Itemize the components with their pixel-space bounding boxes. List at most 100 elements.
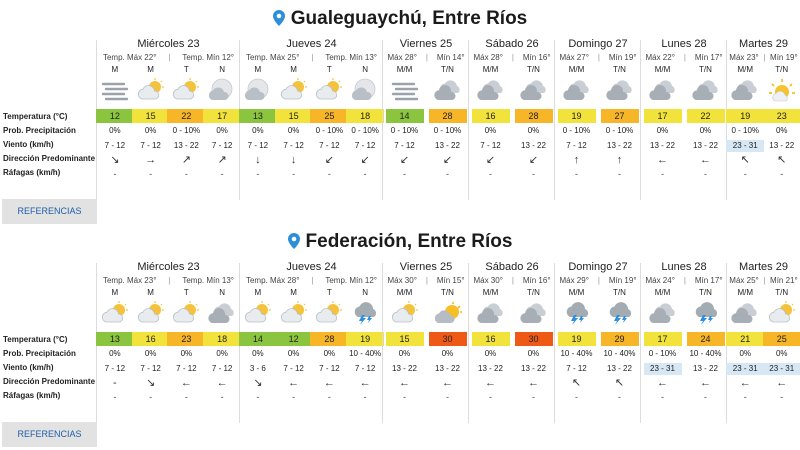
wind-cell: 7 - 12 [283,141,304,150]
min-temp: Temp. Mín 12° [182,53,234,62]
precipitation-cell: 0% [144,349,157,358]
arrow-left-icon: ← [399,377,410,389]
wind-cell: 13 - 22 [521,141,546,150]
max-min-separator: | [311,53,314,62]
day-max-min: Temp. Máx 23° | Temp. Mín 13° [97,276,240,285]
max-temp: Máx 23° [729,53,759,62]
arrow-left-icon: ← [359,377,371,389]
precipitation-cell: 0% [739,349,752,358]
temperature-cell: 18 [203,332,242,346]
references-button[interactable]: REFERENCIAS [2,199,97,224]
max-min-separator: | [597,53,600,62]
day-separator [382,40,383,200]
precipitation-cell: 0 - 10% [172,126,201,135]
gust-cell: - [292,392,296,402]
day-name: Lunes 28 [661,261,707,273]
cloudy-icon [519,301,549,325]
arrow-up-icon: ↑ [573,154,580,166]
period-label: N [219,65,226,74]
temperature-cell: 12 [274,332,313,346]
gust-cell: - [661,392,664,402]
min-temp: Mín 21° [770,276,798,285]
period-label: T [326,65,332,74]
arrow-left-icon: ← [323,377,335,389]
wind-cell: 3 - 6 [249,364,266,373]
precipitation-cell: 0 - 10% [390,126,419,135]
gust-cell: - [113,169,117,179]
min-temp: Mín 17° [694,276,723,285]
day-column: Lunes 28 Máx 24° | Mín 17° M/M 17 0 - 10% 23 - … [641,261,727,421]
storm-icon [350,301,380,325]
wind-cell: 23 - 31 [726,363,765,375]
arrow-up-left-icon: ↖ [740,154,750,166]
temperature-cell: 19 [346,332,385,346]
max-temp: Temp. Máx 25° [245,53,300,62]
precipitation-cell: 0% [484,349,497,358]
gust-cell: - [489,392,492,402]
temperature-cell: 16 [131,332,170,346]
gust-cell: - [575,169,578,179]
row-label-temperature: Temperatura (°C) [3,335,68,344]
temperature-cell: 17 [643,332,682,346]
day-max-min: Temp. Máx 25° | Temp. Mín 13° [240,53,383,62]
gust-cell: - [403,169,406,179]
cloudy-icon [433,78,463,102]
day-column: Miércoles 23 Temp. Máx 23° | Temp. Mín 13° M… [95,261,242,421]
precipitation-cell: 0% [144,126,157,135]
period-label: M/M [737,65,754,74]
location-pin-icon [272,10,285,27]
arrow-up-left-icon: ↖ [571,377,582,389]
partly-cloudy-icon [314,301,344,325]
wind-cell: 7 - 12 [140,364,161,373]
temperature-cell: 15 [274,109,313,123]
temperature-cell: 22 [167,109,206,123]
references-button[interactable]: REFERENCIAS [2,422,97,447]
max-temp: Máx 28° [473,53,503,62]
wind-cell: 7 - 12 [140,141,161,150]
arrow-left-icon: ← [739,377,751,389]
precipitation-cell: 0% [216,349,228,358]
location-title: Gualeguaychú, Entre Ríos [0,8,800,30]
period-label: M [290,288,297,297]
arrow-down-icon: ↓ [255,154,261,166]
arrow-left-icon: ← [216,377,228,389]
min-temp: Mín 19° [770,53,798,62]
gust-cell: - [743,169,747,179]
precipitation-cell: 0 - 10% [731,126,760,135]
row-label-precipitation: Prob. Precipitación [3,126,76,135]
temperature-cell: 23 [762,109,800,123]
max-temp: Máx 29° [559,276,589,285]
fog-icon [100,78,130,102]
max-min-separator: | [425,53,428,62]
day-column: Miércoles 23 Temp. Máx 22° | Temp. Mín 12° M… [95,38,242,198]
period-label: T [183,65,189,74]
day-max-min: Máx 29° | Mín 19° [555,276,641,285]
day-column: Domingo 27 Máx 29° | Mín 19° M/M 19 10 - 40% 7 … [555,261,641,421]
precipitation-cell: 0% [527,349,540,358]
gust-cell: - [149,392,153,402]
min-temp: Mín 16° [522,276,551,285]
wind-cell: 13 - 22 [478,364,503,373]
max-min-separator: | [311,276,314,285]
wind-cell: 7 - 12 [283,364,304,373]
gust-cell: - [575,392,578,402]
day-column: Sábado 26 Máx 28° | Mín 16° M/M 16 0% 7 - 12 ↙ - T… [469,38,555,198]
temperature-cell: 19 [557,332,596,346]
partly-cloudy-icon [243,301,273,325]
day-name: Martes 29 [739,38,788,50]
temperature-cell: 16 [471,332,510,346]
period-label: M/M [654,65,671,74]
arrow-left-icon: ← [442,377,453,389]
period-label: T/N [775,288,789,297]
wind-cell: 7 - 12 [247,141,269,150]
location-pin-icon [287,233,300,250]
day-max-min: Máx 24° | Mín 17° [641,276,727,285]
min-temp: Temp. Mín 13° [182,276,234,285]
period-label: N [362,288,369,297]
temperature-cell: 18 [346,109,385,123]
max-min-separator: | [511,53,514,62]
cloudy-icon [730,301,760,325]
day-separator [468,40,469,200]
temperature-cell: 15 [385,332,424,346]
arrow-down-right-icon: ↘ [146,377,156,389]
